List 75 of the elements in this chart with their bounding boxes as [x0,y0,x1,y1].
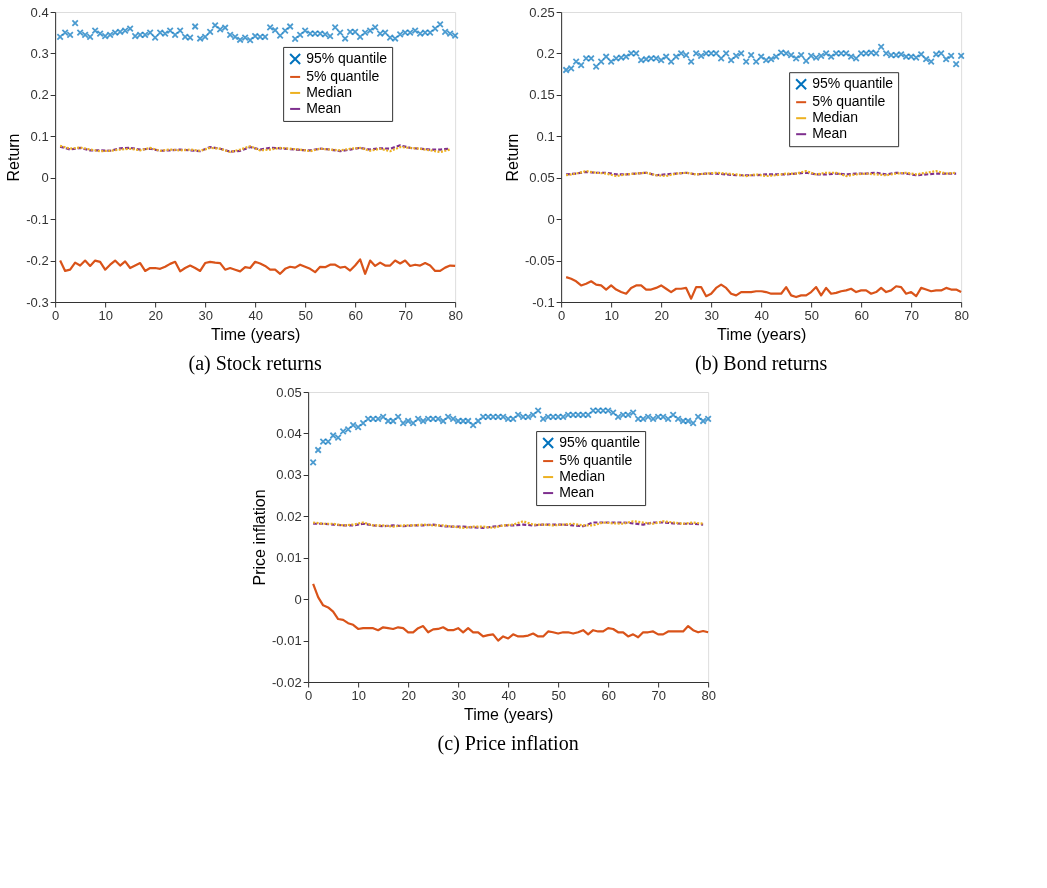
line-series [312,582,710,642]
y-tick-label: -0.1 [532,294,555,310]
y-axis-title: Price inflation [251,489,268,586]
legend-label: 5% quantile [306,67,380,84]
x-axis-title: Time (years) [211,325,301,343]
x-tick-label: 80 [701,687,716,703]
x-tick-label: 50 [298,307,313,323]
x-tick-label: 10 [604,307,619,323]
y-tick-label: 0.2 [536,45,555,61]
legend-label: 5% quantile [559,452,633,469]
x-tick-label: 20 [654,307,669,323]
x-axis-title: Time (years) [464,705,554,723]
x-axis-title: Time (years) [717,325,807,343]
legend-label: 5% quantile [812,93,886,110]
x-tick-label: 60 [854,307,869,323]
y-tick-label: 0.3 [30,45,49,61]
y-tick-label: -0.2 [26,253,49,269]
y-tick-label: 0.15 [529,87,555,103]
legend-label: 95% quantile [812,75,894,92]
x-tick-label: 70 [904,307,919,323]
x-tick-label: 40 [501,687,516,703]
x-tick-label: 60 [601,687,616,703]
x-tick-label: 10 [98,307,113,323]
x-tick-label: 30 [451,687,466,703]
y-tick-label: 0.4 [30,4,49,20]
y-tick-label: 0.01 [276,550,302,566]
y-tick-label: 0 [547,211,555,227]
y-tick-label: 0.25 [529,4,555,20]
x-tick-label: 0 [52,307,60,323]
x-tick-label: 70 [651,687,666,703]
x-tick-label: 40 [754,307,769,323]
y-tick-label: 0.04 [276,425,302,441]
line-series [59,258,457,275]
y-tick-label: 0.05 [529,170,555,186]
x-tick-label: 80 [954,307,969,323]
line-series [565,276,963,300]
legend-label: Median [306,83,353,100]
x-tick-label: 70 [398,307,413,323]
y-tick-label: -0.3 [26,294,49,310]
y-tick-label: 0.05 [276,384,302,400]
y-tick-label: 0.1 [536,128,555,144]
y-axis-title: Return [504,133,521,182]
legend-label: Mean [559,484,595,501]
text: (c) Price inflation [437,732,579,755]
y-tick-label: 0.02 [276,508,302,524]
y-tick-label: -0.01 [271,633,302,649]
x-tick-label: 40 [248,307,263,323]
text: (a) Stock returns [188,352,322,375]
text: (b) Bond returns [695,352,828,375]
x-tick-label: 10 [351,687,366,703]
y-tick-label: 0 [294,591,302,607]
x-tick-label: 60 [348,307,363,323]
legend-label: 95% quantile [306,49,388,66]
legend-label: Median [812,109,859,126]
x-tick-label: 20 [401,687,416,703]
x-tick-label: 0 [558,307,566,323]
y-tick-label: 0.2 [30,87,49,103]
y-tick-label: 0 [41,170,49,186]
y-tick-label: -0.02 [271,674,302,690]
x-tick-label: 0 [305,687,313,703]
x-tick-label: 20 [148,307,163,323]
x-tick-label: 50 [804,307,819,323]
x-tick-label: 80 [448,307,463,323]
legend-label: Mean [306,99,342,116]
y-tick-label: 0.03 [276,467,302,483]
y-tick-label: -0.1 [26,211,49,227]
x-tick-label: 30 [198,307,213,323]
x-tick-label: 50 [551,687,566,703]
legend-label: Median [559,468,606,485]
legend-label: Mean [812,125,848,142]
x-tick-label: 30 [704,307,719,323]
y-tick-label: -0.05 [524,253,555,269]
legend-label: 95% quantile [559,434,641,451]
y-tick-label: 0.1 [30,128,49,144]
y-axis-title: Return [5,133,23,182]
